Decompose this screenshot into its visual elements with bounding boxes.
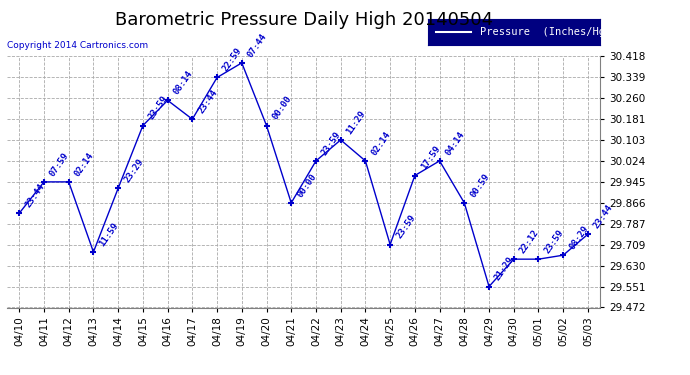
Text: Barometric Pressure Daily High 20140504: Barometric Pressure Daily High 20140504 bbox=[115, 11, 493, 29]
Text: 23:44: 23:44 bbox=[197, 88, 219, 115]
Text: 00:59: 00:59 bbox=[469, 171, 491, 199]
Text: 00:00: 00:00 bbox=[295, 171, 318, 199]
Text: 22:12: 22:12 bbox=[518, 228, 541, 255]
Text: 02:14: 02:14 bbox=[73, 150, 96, 178]
Text: 22:59: 22:59 bbox=[221, 46, 244, 74]
Text: 04:14: 04:14 bbox=[444, 129, 466, 157]
Text: Pressure  (Inches/Hg): Pressure (Inches/Hg) bbox=[480, 27, 611, 37]
Text: 07:44: 07:44 bbox=[246, 32, 268, 59]
Text: 17:59: 17:59 bbox=[419, 144, 442, 171]
Text: 00:00: 00:00 bbox=[270, 94, 293, 122]
Text: 23:59: 23:59 bbox=[542, 228, 565, 255]
Text: Copyright 2014 Cartronics.com: Copyright 2014 Cartronics.com bbox=[7, 41, 148, 50]
Text: 23:44: 23:44 bbox=[23, 182, 46, 209]
Text: 23:59: 23:59 bbox=[320, 129, 343, 157]
Text: 23:44: 23:44 bbox=[592, 203, 615, 230]
Text: 11:59: 11:59 bbox=[97, 220, 120, 248]
Text: 23:59: 23:59 bbox=[147, 94, 170, 122]
Text: 07:59: 07:59 bbox=[48, 150, 71, 178]
Text: 02:14: 02:14 bbox=[370, 129, 393, 157]
Text: 23:59: 23:59 bbox=[394, 213, 417, 240]
Text: 23:29: 23:29 bbox=[122, 157, 145, 184]
Text: 11:29: 11:29 bbox=[345, 109, 368, 136]
Text: 08:29: 08:29 bbox=[567, 224, 590, 251]
Text: 21:29: 21:29 bbox=[493, 255, 516, 282]
Text: 08:14: 08:14 bbox=[172, 69, 195, 96]
